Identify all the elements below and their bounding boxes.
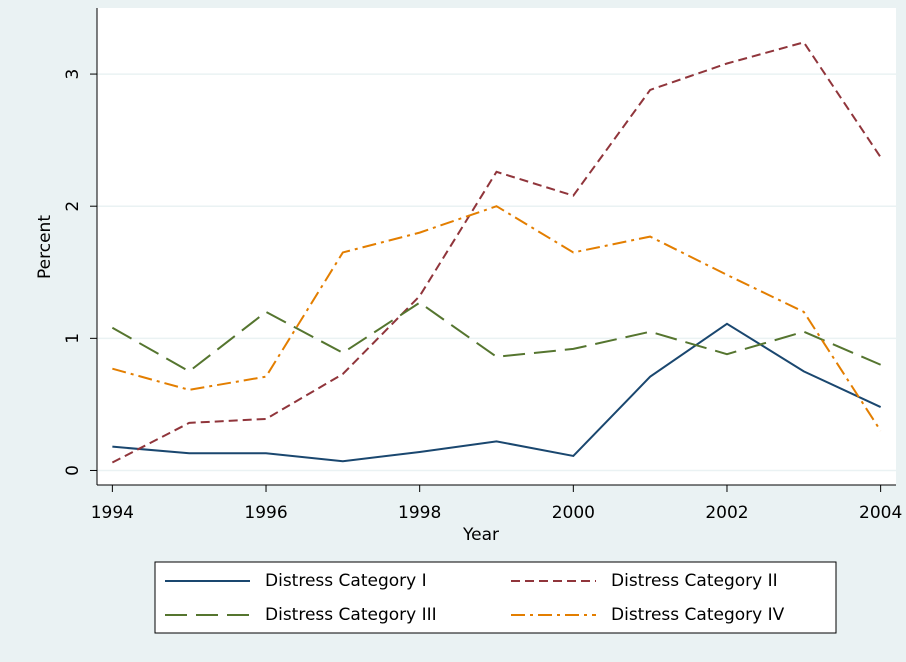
legend-label: Distress Category II [611,571,778,591]
series-line [112,205,882,432]
x-axis-label: Year [462,525,499,545]
x-tick-label: 2000 [552,503,595,523]
legend-label: Distress Category IV [611,605,785,625]
x-tick-label: 1996 [244,503,287,523]
series-line [112,322,882,463]
legend-label: Distress Category III [265,605,437,625]
series-line [111,301,882,373]
y-tick-label: 1 [63,333,83,344]
series-line [111,41,882,464]
y-tick-label: 3 [63,69,83,80]
x-tick-label: 2004 [859,503,902,523]
y-tick-label: 0 [63,465,83,476]
x-tick-label: 1998 [398,503,441,523]
x-tick-label: 1994 [91,503,134,523]
legend-label: Distress Category I [265,571,427,591]
y-tick-label: 2 [63,201,83,212]
plot-area [97,8,896,485]
x-tick-label: 2002 [705,503,748,523]
y-axis-label: Percent [35,215,55,279]
legend-box [154,561,837,634]
